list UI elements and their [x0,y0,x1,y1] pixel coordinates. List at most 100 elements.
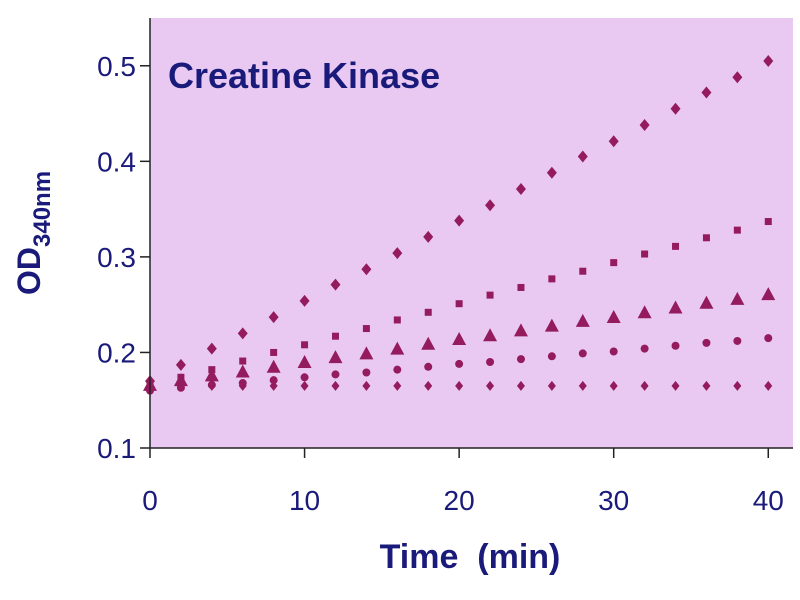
data-point [331,332,339,340]
data-point [235,364,250,378]
data-point [454,214,465,227]
data-point [328,350,343,364]
data-point [515,183,526,196]
data-point [173,373,188,387]
data-point [452,332,467,346]
data-point [176,380,185,391]
data-point [547,380,556,391]
x-tick-label: 10 [289,485,320,516]
data-point [239,357,247,365]
data-point [238,380,247,391]
data-point [301,341,309,349]
data-point [361,263,372,276]
data-point [732,71,743,84]
data-point [513,323,528,337]
data-point [761,287,776,301]
x-tick-label: 30 [598,485,629,516]
data-point [483,328,498,342]
data-point [671,341,680,350]
data-point [300,373,309,382]
data-point [610,259,618,267]
data-point [362,325,370,333]
data-point [578,349,587,358]
data-point [702,234,710,242]
data-point [359,346,374,360]
data-point [668,300,683,314]
data-point [486,380,495,391]
data-point [455,359,464,368]
data-point [424,380,433,391]
data-point [330,278,341,291]
data-point [392,247,403,260]
data-point [702,338,711,347]
data-point [206,342,217,355]
data-point [393,380,402,391]
data-point [455,300,463,308]
data-point [485,199,496,212]
data-point [516,380,525,391]
data-point [577,150,588,163]
y-axis-label: OD 340nm [11,171,56,295]
data-point [699,295,714,309]
data-point [393,316,401,324]
data-point [266,359,281,373]
data-point [175,358,186,371]
data-point [764,334,773,343]
data-point [204,368,219,382]
data-point [670,102,681,115]
data-point [421,336,436,350]
data-point [424,362,433,371]
data-point [390,341,405,355]
data-point [608,135,619,148]
data-point [702,380,711,391]
data-point [578,380,587,391]
data-point [579,267,587,275]
data-point [641,250,649,258]
data-point [640,344,649,353]
data-point [393,365,402,374]
data-point [546,166,557,179]
data-point [362,380,371,391]
data-point [300,380,309,391]
x-tick-label: 0 [142,485,158,516]
data-point [517,283,525,291]
y-axis-label-main: OD [11,247,47,295]
x-tick-label: 20 [444,485,475,516]
data-point [701,86,712,99]
y-tick-label: 0.2 [97,337,136,368]
data-point [455,380,464,391]
data-point [609,347,618,356]
data-point [763,55,774,67]
data-point [637,305,652,319]
data-point [299,294,310,307]
y-tick-label: 0.4 [97,146,136,177]
data-point [486,291,494,299]
data-point [331,380,340,391]
data-point [764,218,772,226]
data-point [548,275,556,283]
chart-title: Creatine Kinase [168,55,440,96]
data-point [269,376,278,385]
data-point [764,380,773,391]
data-point [672,242,680,250]
marks [143,55,776,395]
data-point [606,310,621,324]
data-point [362,368,371,377]
data-point [609,380,618,391]
data-point [730,291,745,305]
y-tick-label: 0.5 [97,51,136,82]
data-point [639,119,650,132]
data-point [207,380,216,391]
data-point [331,370,340,379]
x-axis-label: Time (min) [380,538,561,576]
data-point [733,380,742,391]
data-point [516,355,525,364]
data-point [237,327,248,340]
data-point [269,380,278,391]
data-point [640,380,649,391]
data-point [486,358,495,366]
data-point [733,336,742,345]
data-point [270,348,278,356]
